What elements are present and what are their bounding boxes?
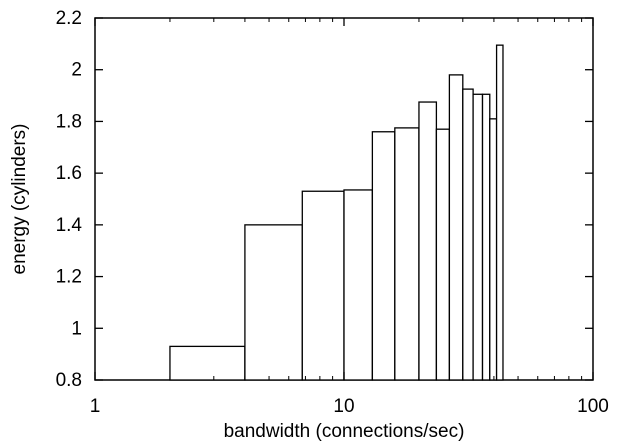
y-tick-label: 1.4 xyxy=(56,215,83,236)
histogram-bar-6 xyxy=(394,127,420,381)
y-tick-label: 1.6 xyxy=(56,163,82,184)
y-tick-label: 0.8 xyxy=(56,370,82,391)
histogram-bar-10 xyxy=(462,88,474,381)
y-tick-label: 2 xyxy=(71,60,82,81)
x-tick-label: 1 xyxy=(90,396,101,417)
histogram-bar-14 xyxy=(495,44,504,381)
histogram-bar-1 xyxy=(169,345,246,381)
histogram-bar-7 xyxy=(418,101,438,381)
y-tick-label: 1.2 xyxy=(56,267,82,288)
y-tick-label: 1 xyxy=(71,318,82,339)
x-axis-ticks: 1 10 100 xyxy=(90,18,609,417)
x-tick-label: 100 xyxy=(577,396,609,417)
y-tick-label: 1.8 xyxy=(56,111,82,132)
histogram-bar-12 xyxy=(481,93,491,381)
y-axis-ticks: 0.8 1 1.2 1.4 1.6 1.8 2 2.2 xyxy=(56,8,593,391)
histogram-bar-3 xyxy=(301,190,345,381)
y-axis-label: energy (cylinders) xyxy=(9,124,30,275)
histogram-bar-11 xyxy=(472,93,484,381)
y-tick-label: 2.2 xyxy=(56,8,82,29)
histogram-bar-8 xyxy=(435,128,451,381)
histogram-bar-4 xyxy=(343,189,374,381)
histogram-bar-13 xyxy=(489,118,498,381)
histogram-bar-2 xyxy=(244,224,303,381)
x-tick-label: 10 xyxy=(333,396,354,417)
histogram-bar-9 xyxy=(448,74,464,381)
bars-layer xyxy=(169,44,504,381)
histogram-bar-5 xyxy=(371,131,396,381)
x-axis-label: bandwidth (connections/sec) xyxy=(224,421,465,442)
